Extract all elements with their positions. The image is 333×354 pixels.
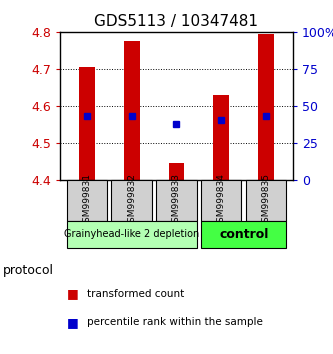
Text: GSM999834: GSM999834 [217, 173, 226, 228]
Bar [168, 162, 184, 180]
FancyBboxPatch shape [67, 221, 197, 248]
FancyBboxPatch shape [67, 180, 107, 221]
Title: GDS5113 / 10347481: GDS5113 / 10347481 [95, 14, 258, 29]
Text: GSM999835: GSM999835 [262, 173, 271, 228]
Text: GSM999832: GSM999832 [127, 173, 136, 228]
FancyBboxPatch shape [201, 221, 286, 248]
Bar [258, 34, 274, 180]
Text: transformed count: transformed count [87, 289, 184, 299]
Text: ■: ■ [67, 287, 78, 300]
Text: percentile rank within the sample: percentile rank within the sample [87, 317, 262, 327]
FancyBboxPatch shape [246, 180, 286, 221]
FancyBboxPatch shape [156, 180, 197, 221]
Text: GSM999833: GSM999833 [172, 173, 181, 228]
Bar [213, 95, 229, 180]
Text: ■: ■ [67, 316, 78, 329]
Text: GSM999831: GSM999831 [82, 173, 91, 228]
FancyBboxPatch shape [112, 180, 152, 221]
Text: control: control [219, 228, 268, 241]
Bar [79, 67, 95, 180]
Text: protocol: protocol [3, 264, 54, 277]
Bar [124, 41, 140, 180]
Text: Grainyhead-like 2 depletion: Grainyhead-like 2 depletion [64, 229, 199, 239]
FancyBboxPatch shape [201, 180, 241, 221]
